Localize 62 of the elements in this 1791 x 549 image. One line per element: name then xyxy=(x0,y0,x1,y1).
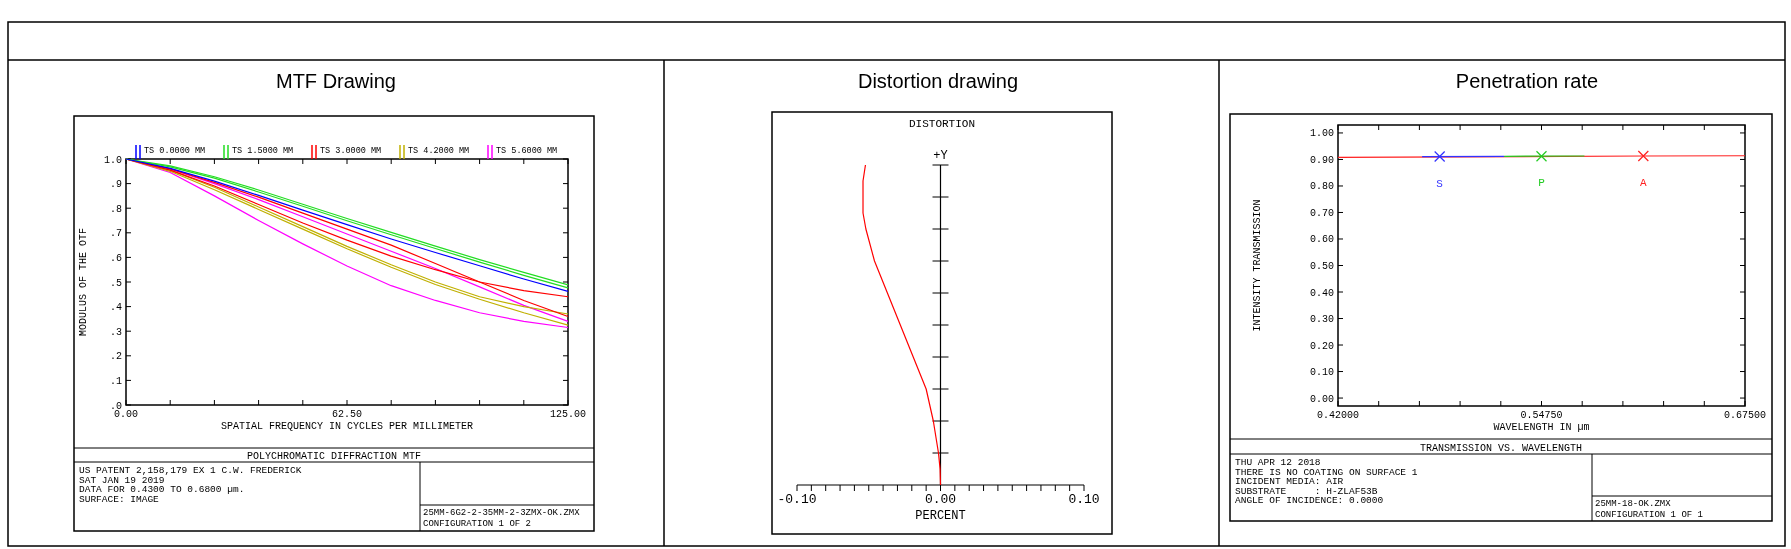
y-tick-label: 0.30 xyxy=(1309,314,1334,326)
text: CONFIGURATION 1 OF 1 xyxy=(1595,509,1704,520)
x-tick-label: 0.67500 xyxy=(1723,410,1767,421)
legend-label: TS 5.6000 MM xyxy=(496,146,558,156)
y-tick-label: .3 xyxy=(109,326,122,338)
text: SAT JAN 19 2019 xyxy=(79,474,165,486)
legend-label: TS 3.0000 MM xyxy=(320,146,382,156)
y-tick-label: 0.20 xyxy=(1309,340,1334,352)
y-tick-label: 0.90 xyxy=(1309,154,1334,166)
y-axis-title: MODULUS OF THE OTF xyxy=(78,227,89,337)
y-tick-label: 0.50 xyxy=(1309,261,1334,272)
chart-subtitle: DISTORTION xyxy=(908,118,976,130)
text: POLYCHROMATIC DIFFRACTION MTF xyxy=(246,451,422,462)
x-tick-label: 0.42000 xyxy=(1316,410,1360,421)
text: INCIDENT MEDIA: AIR xyxy=(1235,476,1344,487)
y-axis-title: INTENSITY TRANSMISSION xyxy=(1252,199,1263,332)
text: DATA FOR 0.4300 TO 0.6800 µm. xyxy=(79,484,245,495)
x-tick-label: 0.00 xyxy=(924,492,957,507)
y-tick-label: 0.10 xyxy=(1309,367,1334,379)
chart-title: MTF Drawing xyxy=(275,70,397,92)
y-tick-label: 1.0 xyxy=(103,154,122,166)
text: SURFACE: IMAGE xyxy=(79,493,160,505)
legend-label: TS 1.5000 MM xyxy=(232,146,294,156)
x-tick-label: 0.54750 xyxy=(1520,410,1563,421)
y-tick-label: .6 xyxy=(109,252,122,264)
text: US PATENT 2,158,179 EX 1 C.W. FREDERICK xyxy=(79,465,302,476)
x-axis-title: SPATIAL FREQUENCY IN CYCLES PER MILLIMETER xyxy=(220,421,474,432)
y-tick-label: .9 xyxy=(109,179,122,191)
y-axis-title: +Y xyxy=(933,149,948,163)
x-tick-label: -0.10 xyxy=(777,492,817,507)
chart-title: Distortion drawing xyxy=(857,70,1019,92)
y-tick-label: .4 xyxy=(109,302,122,314)
y-tick-label: 0.70 xyxy=(1309,207,1334,219)
text: CONFIGURATION 1 OF 2 xyxy=(423,518,532,529)
text: TRANSMISSION VS. WAVELENGTH xyxy=(1419,443,1583,454)
x-axis-title: WAVELENGTH IN µm xyxy=(1493,422,1590,433)
y-tick-label: .1 xyxy=(109,375,122,387)
x-tick-label: 62.50 xyxy=(331,409,363,420)
text: ANGLE OF INCIDENCE: 0.0000 xyxy=(1235,495,1384,506)
text: THERE IS NO COATING ON SURFACE 1 xyxy=(1235,466,1418,478)
y-tick-label: 0.80 xyxy=(1309,181,1334,193)
x-axis-title: PERCENT xyxy=(915,509,966,523)
chart-title: Penetration rate xyxy=(1455,70,1599,92)
text: THU APR 12 2018 xyxy=(1235,457,1321,468)
text: SUBSTRATE : H-ZLAF53B xyxy=(1235,485,1378,497)
series-label: A xyxy=(1640,177,1648,190)
y-tick-label: 0.60 xyxy=(1309,234,1334,246)
y-tick-label: 0.40 xyxy=(1309,287,1334,299)
legend-label: TS 4.2000 MM xyxy=(408,146,470,156)
series-label: S xyxy=(1436,177,1444,190)
y-tick-label: .8 xyxy=(109,203,122,215)
y-tick-label: 0.00 xyxy=(1309,393,1334,405)
y-tick-label: .7 xyxy=(109,228,122,240)
text: 25MM-6G2-2-35MM-2-3ZMX-OK.ZMX xyxy=(423,508,581,518)
y-tick-label: .5 xyxy=(109,277,122,289)
text: 25MM-18-OK.ZMX xyxy=(1595,499,1672,509)
y-tick-label: 1.00 xyxy=(1309,128,1334,140)
series-label: P xyxy=(1538,177,1546,190)
x-tick-label: 0.10 xyxy=(1068,492,1100,507)
y-tick-label: .2 xyxy=(109,351,122,363)
legend-label: TS 0.0000 MM xyxy=(144,146,206,156)
x-tick-label: 125.00 xyxy=(549,409,587,420)
